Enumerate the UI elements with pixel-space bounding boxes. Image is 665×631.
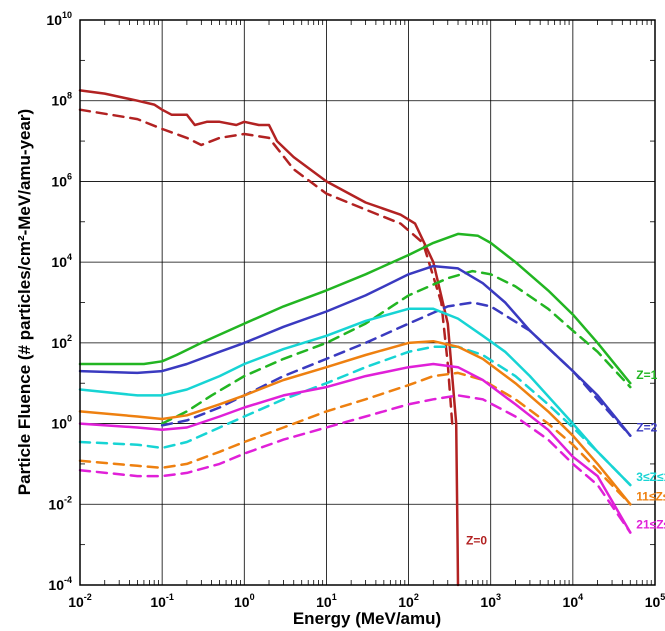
y-tick-label: 104 — [51, 252, 72, 270]
y-tick-label: 100 — [51, 414, 72, 432]
series-line — [78, 232, 632, 385]
x-tick-label: 102 — [398, 592, 419, 610]
x-tick-label: 10-2 — [68, 592, 92, 610]
y-tick-label: 102 — [51, 333, 72, 351]
series-line — [78, 371, 632, 506]
series-line — [78, 307, 632, 487]
y-tick-label: 108 — [51, 91, 72, 109]
series-label: 11≤Z≤20 — [636, 489, 665, 503]
y-tick-labels: 10-4 10-2 100 102 104 106 108 1010 — [46, 10, 72, 593]
x-tick-label: 100 — [234, 592, 255, 610]
series-line — [78, 345, 632, 487]
series-label: Z=1 — [636, 368, 657, 382]
series-line — [78, 362, 632, 534]
series-line — [78, 339, 632, 506]
x-tick-label: 104 — [563, 592, 584, 610]
x-tick-label: 103 — [480, 592, 501, 610]
series-layer — [78, 89, 632, 587]
series-line — [160, 269, 632, 425]
x-tick-label: 105 — [645, 592, 665, 610]
series-line — [78, 108, 454, 425]
series-line — [78, 394, 632, 534]
y-axis-title: Particle Fluence (# particles/cm²-MeV/am… — [15, 109, 34, 495]
series-label: Z=2 — [636, 421, 657, 435]
x-tick-label: 10-1 — [150, 592, 174, 610]
series-labels: Z=0 Z=1 Z=2 3≤Z≤10 11≤Z≤20 21≤Z≤28 — [466, 368, 665, 547]
plot-frame — [79, 19, 656, 586]
x-axis-title: Energy (MeV/amu) — [293, 609, 441, 628]
plot-area — [80, 20, 655, 585]
x-tick-label: 101 — [316, 592, 337, 610]
series-line — [78, 89, 460, 587]
y-tick-label: 10-2 — [48, 494, 72, 512]
series-label: 21≤Z≤28 — [636, 517, 665, 531]
series-label: 3≤Z≤10 — [636, 470, 665, 484]
y-tick-label: 1010 — [46, 10, 72, 28]
y-tick-label: 10-4 — [48, 575, 72, 593]
series-label: Z=0 — [466, 534, 487, 548]
x-tick-labels: 10-210-1100101102103104105106 — [68, 592, 665, 610]
minor-ticks — [80, 20, 655, 585]
y-tick-label: 106 — [51, 171, 72, 189]
series-line — [160, 301, 632, 437]
